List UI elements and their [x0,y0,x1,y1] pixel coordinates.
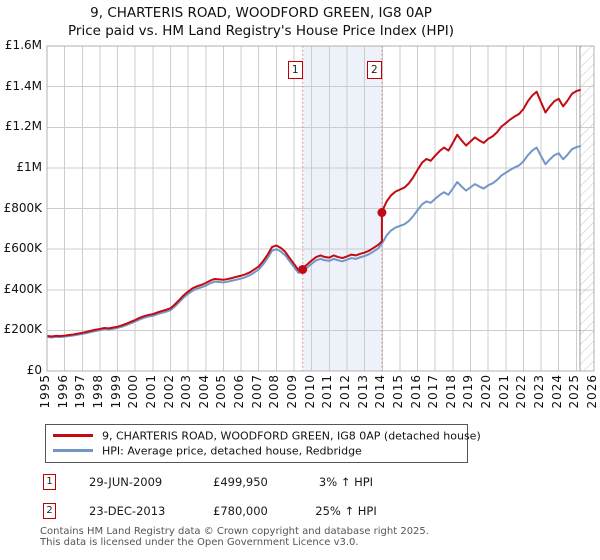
x-tick-label: 2024 [549,374,564,409]
legend-item-hpi: HPI: Average price, detached house, Redb… [46,444,362,458]
y-tick-label: £800K [3,200,42,215]
x-tick-label: 2005 [214,374,229,409]
x-tick-label: 2003 [179,374,194,409]
x-tick-label: 2026 [585,374,599,409]
x-tick-label: 2019 [461,374,476,409]
transaction-marker-1: 1 [43,474,56,490]
transaction-row: 2 23-DEC-2013 £780,000 25% ↑ HPI [43,503,563,519]
x-tick-label: 1996 [55,374,70,409]
footer-licence: This data is licensed under the Open Gov… [40,537,359,548]
legend-item-price: 9, CHARTERIS ROAD, WOODFORD GREEN, IG8 0… [46,429,481,443]
x-tick-label: 2001 [143,374,158,409]
sale-marker-1: 1 [287,61,303,79]
transaction-date: 29-JUN-2009 [89,475,163,489]
x-tick-label: 2023 [532,374,547,409]
y-tick-label: £600K [3,241,42,256]
x-tick-label: 2009 [285,374,300,409]
y-tick-label: £1.4M [4,78,42,93]
y-tick-label: £1.2M [4,119,42,134]
x-tick-label: 2008 [267,374,282,409]
transaction-date: 23-DEC-2013 [89,504,166,518]
blue-line-swatch [53,448,93,452]
page-subtitle: Price paid vs. HM Land Registry's House … [68,23,454,39]
x-tick-label: 2016 [408,374,423,409]
x-tick-label: 2013 [355,374,370,409]
x-tick-label: 1997 [73,374,88,409]
page-title: 9, CHARTERIS ROAD, WOODFORD GREEN, IG8 0… [90,5,432,21]
x-tick-label: 2011 [320,374,335,409]
transaction-price: £499,950 [213,475,268,489]
x-tick-label: 2010 [302,374,317,409]
y-tick-label: £1.6M [4,38,42,52]
x-tick-label: 2006 [232,374,247,409]
red-line-swatch [53,433,93,437]
x-tick-label: 2002 [161,374,176,409]
transaction-price: £780,000 [213,504,268,518]
sale-marker-2: 2 [366,61,382,79]
x-tick-label: 2012 [337,374,352,409]
x-tick-label: 1999 [108,374,123,409]
x-tick-label: 2020 [479,374,494,409]
transaction-marker-2: 2 [43,503,56,519]
x-tick-label: 1995 [38,374,52,409]
y-tick-label: £200K [3,322,42,337]
x-tick-label: 2004 [196,374,211,409]
y-tick-label: £0 [26,363,42,377]
y-tick-label: £400K [3,281,42,296]
x-tick-label: 2021 [496,374,511,409]
x-tick-label: 2022 [514,374,529,409]
x-tick-label: 2014 [373,374,388,409]
legend-label: HPI: Average price, detached house, Redb… [102,444,362,458]
transaction-vs-hpi: 3% ↑ HPI [318,475,374,489]
x-tick-label: 2007 [249,374,264,409]
legend: 9, CHARTERIS ROAD, WOODFORD GREEN, IG8 0… [45,424,481,463]
x-tick-label: 1998 [90,374,105,409]
x-tick-label: 2000 [126,374,141,409]
transaction-row: 1 29-JUN-2009 £499,950 3% ↑ HPI [43,474,563,490]
legend-label: 9, CHARTERIS ROAD, WOODFORD GREEN, IG8 0… [102,429,481,443]
x-tick-label: 2018 [443,374,458,409]
transaction-vs-hpi: 25% ↑ HPI [315,504,377,518]
plot-area [46,45,595,376]
x-tick-label: 2017 [426,374,441,409]
y-tick-label: £1M [16,159,42,174]
x-tick-label: 2015 [390,374,405,409]
footer-copyright: Contains HM Land Registry data © Crown c… [40,526,429,537]
x-tick-label: 2025 [567,374,582,409]
